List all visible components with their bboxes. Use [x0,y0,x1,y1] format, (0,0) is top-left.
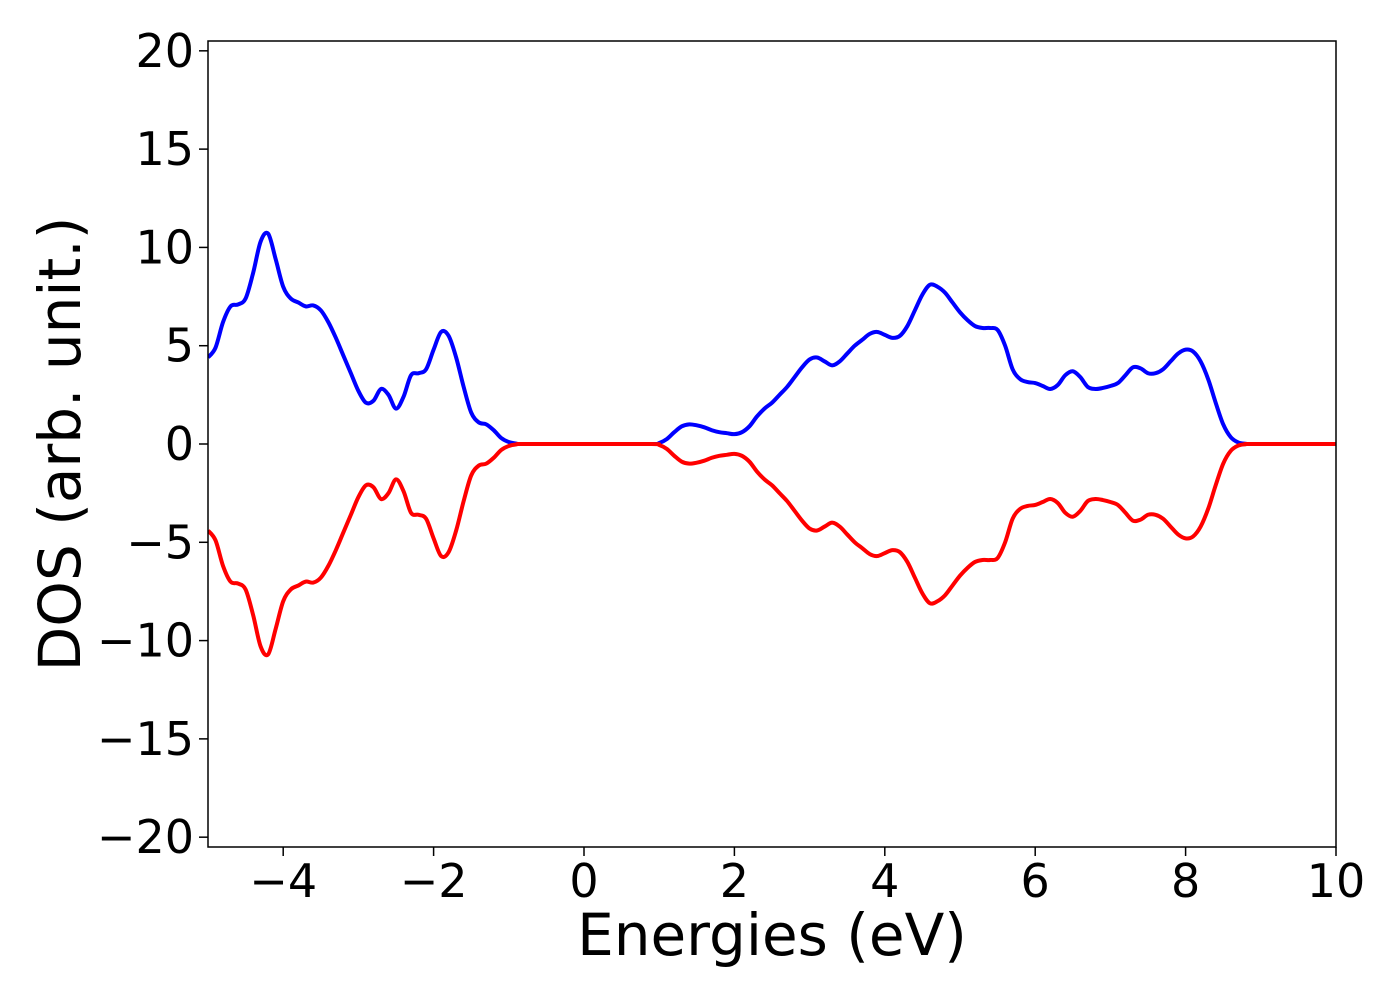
x-tick-label: 2 [720,854,749,908]
y-tick-label: −15 [97,712,194,766]
x-axis-title: Energies (eV) [577,901,967,969]
x-tick-label: 6 [1021,854,1050,908]
y-axis: 20 15 10 5 0 −5 −10 −15 −20 [97,24,208,864]
y-tick-label: 15 [135,122,194,176]
y-tick-label: −20 [97,810,194,864]
y-tick-label: 20 [135,24,194,78]
y-tick-label: 5 [165,319,194,373]
x-tick-label: −2 [400,854,468,908]
plot-frame [207,40,1337,848]
series-layer [208,230,1336,658]
x-tick-label: 0 [569,854,598,908]
y-tick-label: 10 [135,220,194,274]
x-tick-label: 8 [1171,854,1200,908]
x-axis: −4 −2 0 2 4 6 8 10 [249,847,1365,908]
series-line-1 [208,230,1336,447]
y-axis-title: DOS (arb. unit.) [26,217,94,672]
y-tick-label: −5 [126,515,194,569]
x-tick-label: 4 [870,854,899,908]
y-tick-label: −10 [97,614,194,668]
x-tick-label: −4 [249,854,317,908]
y-tick-label: 0 [165,417,194,471]
series-line-2 [208,441,1336,658]
x-tick-label: 10 [1307,854,1366,908]
